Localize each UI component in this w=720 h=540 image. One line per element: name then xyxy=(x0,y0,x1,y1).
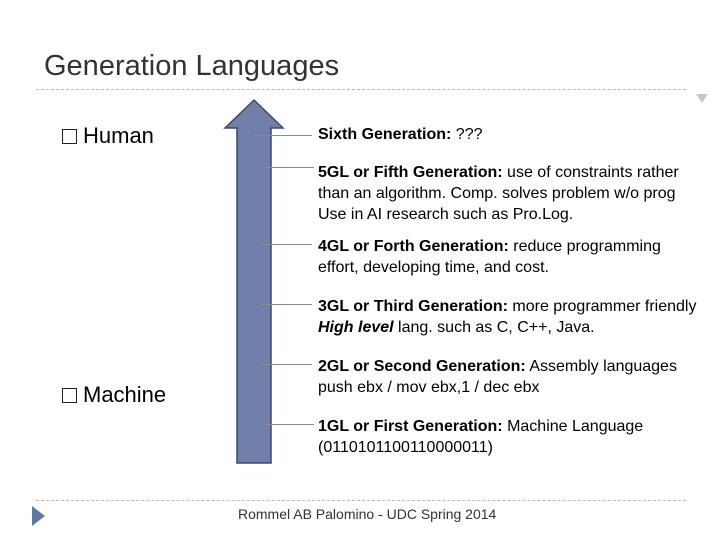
square-bullet-icon xyxy=(62,128,77,144)
bullet-machine: Machine xyxy=(62,382,166,408)
generation-item-third: 3GL or Third Generation: more programmer… xyxy=(318,296,720,338)
slide-title: Generation Languages xyxy=(44,50,340,82)
bullet-machine-label: Machine xyxy=(83,382,167,407)
item-text-line2: (0110101100110000011) xyxy=(318,439,493,456)
item-text-line3: Use in AI research such as Pro.Log. xyxy=(318,206,574,223)
next-slide-arrow-icon[interactable] xyxy=(32,506,45,526)
bullet-human: Human xyxy=(62,123,154,149)
item-label: 4GL or Forth Generation: xyxy=(318,238,509,255)
footer-divider xyxy=(36,500,686,501)
square-bullet-icon xyxy=(62,387,77,403)
footer-credit: Rommel AB Palomino - UDC Spring 2014 xyxy=(238,506,497,522)
item-label: 5GL or Fifth Generation: xyxy=(318,164,503,181)
item-text: use of constraints rather xyxy=(502,164,679,181)
item-text: Assembly languages xyxy=(525,358,677,375)
item-label: Sixth Generation: xyxy=(318,126,452,143)
title-divider xyxy=(36,89,686,90)
generation-item-fifth: 5GL or Fifth Generation: use of constrai… xyxy=(318,162,720,225)
item-text-line2: push ebx / mov ebx,1 / dec ebx xyxy=(318,379,540,396)
item-text-emphasis: High level xyxy=(318,319,394,336)
generation-item-sixth: Sixth Generation: ??? xyxy=(318,124,720,145)
item-label: 3GL or Third Generation: xyxy=(318,298,508,315)
connector-line xyxy=(260,364,312,365)
item-text: more programmer friendly xyxy=(507,298,697,315)
item-text-line2: effort, developing time, and cost. xyxy=(318,259,549,276)
item-label: 2GL or Second Generation: xyxy=(318,358,526,375)
generation-item-first: 1GL or First Generation: Machine Languag… xyxy=(318,416,720,458)
connector-line xyxy=(254,135,312,136)
corner-triangle-icon xyxy=(696,94,708,103)
connector-line xyxy=(260,244,312,245)
connector-line xyxy=(260,304,312,305)
item-text-line2: lang. such as C, C++, Java. xyxy=(393,319,595,336)
connector-line xyxy=(264,424,314,425)
bullet-human-label: Human xyxy=(83,123,154,148)
item-text-line2: than an algorithm. Comp. solves problem … xyxy=(318,185,676,202)
generation-item-second: 2GL or Second Generation: Assembly langu… xyxy=(318,356,720,398)
item-text: Machine Language xyxy=(502,418,644,435)
item-text: ??? xyxy=(451,126,483,143)
item-label: 1GL or First Generation: xyxy=(318,418,503,435)
generation-item-fourth: 4GL or Forth Generation: reduce programm… xyxy=(318,236,720,278)
item-text: reduce programming xyxy=(508,238,661,255)
connector-line xyxy=(264,167,314,168)
